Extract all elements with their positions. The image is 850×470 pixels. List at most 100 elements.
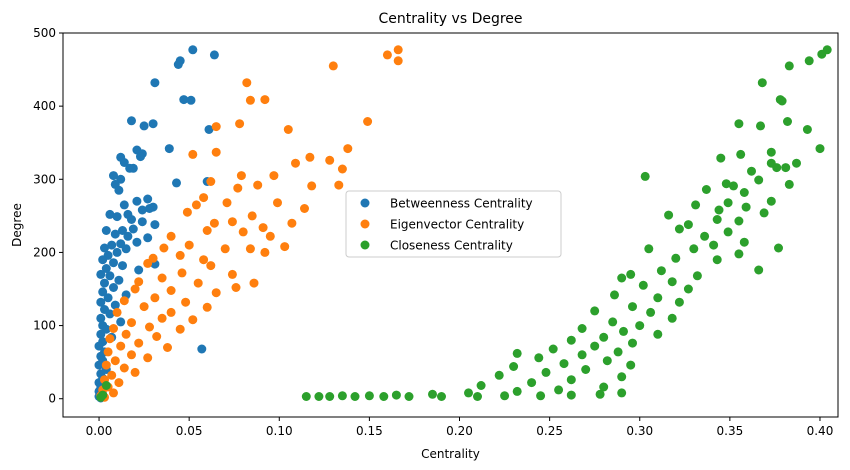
- data-point: [759, 208, 769, 218]
- data-point: [766, 147, 776, 157]
- data-point: [112, 247, 122, 257]
- data-point: [204, 125, 214, 134]
- data-point: [186, 95, 196, 105]
- data-point: [628, 338, 637, 348]
- x-tick-label: 0.05: [176, 424, 203, 438]
- data-point: [112, 212, 122, 222]
- data-point: [428, 389, 437, 399]
- data-point: [96, 297, 106, 307]
- data-point: [145, 204, 154, 213]
- data-point: [193, 278, 203, 288]
- data-point: [590, 341, 600, 351]
- data-point: [98, 287, 108, 297]
- data-point: [181, 297, 191, 307]
- data-point: [114, 378, 124, 388]
- data-point: [646, 307, 656, 317]
- data-point: [211, 147, 221, 157]
- data-point: [628, 302, 637, 312]
- data-point: [692, 271, 702, 281]
- data-point: [157, 273, 167, 283]
- data-point: [109, 258, 118, 268]
- data-point: [119, 158, 129, 167]
- data-point: [101, 381, 111, 390]
- data-point: [137, 217, 147, 227]
- data-point: [815, 144, 825, 154]
- data-point: [110, 356, 120, 366]
- y-tick-label: 500: [33, 26, 56, 40]
- data-point: [96, 313, 106, 323]
- data-point: [595, 389, 605, 399]
- data-point: [101, 360, 111, 370]
- data-point: [534, 353, 544, 363]
- data-point: [644, 244, 654, 254]
- data-point: [653, 329, 663, 339]
- x-tick-label: 0.25: [536, 424, 563, 438]
- data-point: [247, 211, 257, 221]
- data-point: [105, 209, 115, 219]
- data-point: [101, 264, 111, 273]
- y-tick-label: 300: [33, 172, 56, 186]
- data-point: [536, 391, 546, 401]
- legend-entry-betweenness: Betweenness Centrality: [360, 197, 533, 211]
- data-point: [364, 391, 374, 401]
- data-point: [766, 196, 776, 206]
- data-point: [379, 392, 389, 401]
- data-point: [404, 392, 414, 401]
- data-point: [674, 224, 684, 234]
- data-point: [166, 286, 176, 295]
- data-point: [188, 315, 198, 325]
- data-point: [739, 188, 749, 197]
- data-point: [363, 117, 373, 126]
- legend-marker-closeness: [360, 240, 370, 250]
- data-point: [512, 386, 522, 396]
- data-point: [150, 293, 160, 303]
- data-point: [590, 306, 600, 316]
- data-point: [328, 61, 338, 71]
- legend-marker-eigenvector: [360, 219, 370, 229]
- y-tick-label: 0: [48, 392, 56, 406]
- data-point: [163, 343, 172, 352]
- data-point: [100, 278, 109, 288]
- chart-title: Centrality vs Degree: [378, 11, 522, 27]
- data-point: [227, 269, 237, 279]
- data-point: [509, 362, 519, 371]
- data-point: [301, 392, 311, 401]
- data-point: [393, 56, 403, 66]
- x-tick-label: 0.30: [626, 424, 653, 438]
- data-point: [260, 95, 270, 105]
- data-point: [640, 171, 650, 181]
- data-point: [211, 288, 221, 298]
- data-point: [245, 95, 255, 105]
- data-point: [148, 119, 158, 129]
- data-point: [273, 198, 282, 208]
- data-point: [343, 144, 353, 154]
- data-point: [96, 392, 106, 402]
- data-point: [173, 60, 183, 69]
- data-point: [206, 177, 216, 186]
- data-point: [116, 317, 126, 327]
- data-point: [253, 180, 263, 190]
- data-point: [220, 244, 230, 254]
- data-point: [265, 231, 275, 241]
- data-point: [784, 61, 794, 71]
- data-point: [130, 367, 140, 377]
- data-point: [747, 166, 756, 176]
- data-point: [473, 392, 482, 401]
- data-point: [325, 155, 335, 165]
- data-point: [635, 321, 645, 331]
- data-point: [152, 332, 162, 341]
- data-point: [723, 227, 733, 237]
- data-point: [119, 363, 129, 373]
- data-point: [337, 391, 347, 401]
- data-point: [500, 391, 510, 401]
- data-point: [105, 271, 115, 281]
- data-point: [638, 280, 648, 290]
- data-point: [139, 121, 149, 131]
- data-point: [119, 296, 129, 306]
- legend-box: [345, 190, 562, 258]
- data-point: [754, 265, 764, 275]
- x-tick-label: 0.00: [86, 424, 113, 438]
- data-point: [166, 231, 176, 241]
- data-point: [121, 244, 131, 254]
- data-point: [134, 265, 144, 275]
